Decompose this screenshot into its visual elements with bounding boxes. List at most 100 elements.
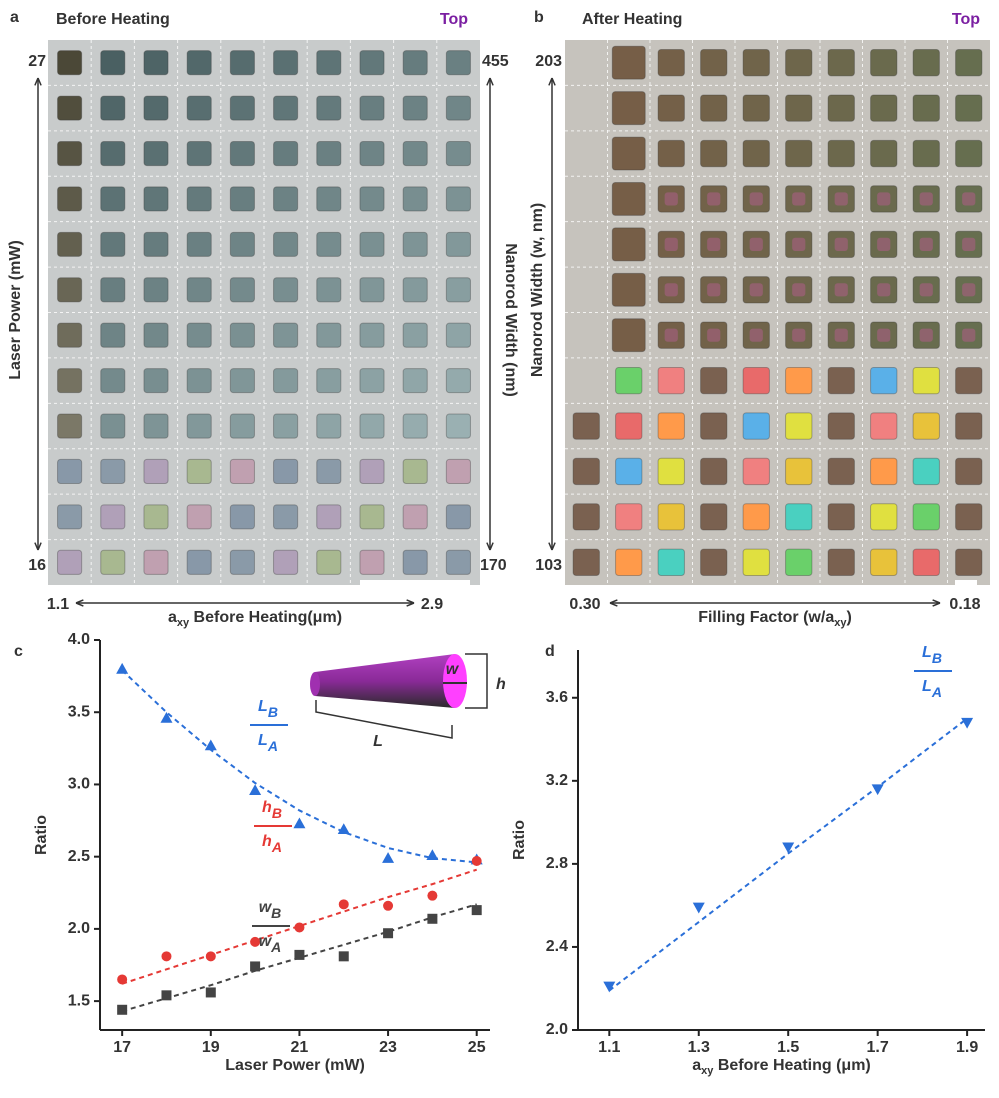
arrow-head: [486, 77, 494, 86]
nanorod-spot: [827, 412, 855, 440]
nanorod-spot: [912, 94, 940, 122]
arrow-head: [34, 77, 42, 86]
nanorod-core: [919, 328, 933, 342]
corner-label: Top: [440, 11, 468, 28]
nanorod-core: [834, 283, 848, 297]
data-point: [383, 928, 394, 939]
y-tick-label: 2.5: [68, 848, 90, 865]
arrow-head: [548, 542, 556, 551]
nanorod-spot: [742, 49, 770, 77]
nanorod-spot: [611, 45, 646, 80]
ratio-num-sub: B: [271, 905, 281, 921]
nanorod-spot: [57, 413, 83, 439]
L-bracket: [315, 700, 453, 739]
bottom-axis-label-rest: Before Heating(μm): [189, 609, 342, 626]
nanorod-spot: [57, 504, 83, 530]
ratio-label-den: hA: [262, 833, 282, 854]
ratio-label-num: LB: [922, 644, 942, 665]
nanorod-spot: [100, 95, 126, 121]
x-tick-label: 17: [113, 1039, 131, 1056]
nanorod-spot: [955, 49, 983, 77]
nanorod-spot: [955, 139, 983, 168]
nanorod-core: [749, 237, 763, 251]
data-point: [160, 712, 173, 723]
nanorod-spot: [445, 368, 471, 394]
nanorod-spot: [100, 322, 126, 348]
data-point: [338, 899, 349, 910]
nanorod-spot: [657, 366, 685, 395]
fit-line: [608, 717, 968, 992]
nanorod-spot: [359, 368, 385, 394]
y-tick-label: 2.0: [546, 1021, 568, 1038]
nanorod-spot: [229, 368, 255, 394]
nanorod-spot: [742, 412, 770, 440]
x-tick-label: 1.7: [867, 1039, 889, 1056]
data-point: [782, 842, 795, 854]
nanorod-spot: [611, 136, 646, 171]
nanorod-spot: [870, 548, 898, 576]
nanorod-spot: [657, 548, 685, 576]
nanorod-spot: [143, 322, 169, 348]
y-axis-label: Ratio: [33, 815, 50, 855]
nanorod-spot: [57, 277, 83, 303]
nanorod-core: [664, 237, 678, 251]
nanorod-spot: [955, 548, 983, 576]
x-tick-label: 1.1: [598, 1039, 620, 1056]
nanorod-core: [792, 192, 806, 206]
nanorod-spot: [445, 504, 471, 530]
nanorod-spot: [785, 548, 813, 576]
nanorod-spot: [445, 186, 471, 212]
data-point: [382, 852, 395, 863]
nanorod-spot: [700, 94, 728, 122]
nanorod-spot: [100, 140, 126, 167]
nanorod-spot: [186, 50, 212, 76]
arrow-head: [486, 542, 494, 551]
data-point: [426, 849, 439, 861]
nanorod-spot: [912, 49, 940, 77]
nanorod-spot: [611, 181, 646, 216]
nanorod-spot: [402, 504, 428, 530]
nanorod-spot: [316, 458, 342, 485]
nanorod-spot: [615, 366, 643, 395]
right-top: 455: [482, 53, 509, 70]
data-point: [961, 717, 974, 729]
ratio-den: h: [262, 833, 272, 850]
left-bottom: 103: [535, 557, 562, 574]
nanorod-spot: [273, 50, 299, 76]
nanorod-core: [962, 237, 976, 251]
nanorod-spot: [742, 457, 770, 486]
nanorod-spot: [273, 95, 299, 121]
nanorod-spot: [273, 231, 299, 257]
nanorod-spot: [402, 231, 428, 257]
x-tick-label: 25: [468, 1039, 486, 1056]
x-tick-label: 19: [202, 1039, 220, 1056]
data-point: [250, 936, 261, 947]
nanorod-core: [919, 237, 933, 251]
nanorod-spot: [359, 140, 385, 167]
y-tick-label: 3.2: [546, 772, 568, 789]
data-point: [427, 890, 438, 901]
fit-line: [121, 903, 477, 1013]
nanorod-spot: [100, 368, 126, 394]
nanorod-spot: [316, 549, 342, 575]
nanorod-spot: [785, 366, 813, 395]
bottom-axis-label: axy Before Heating(μm): [168, 609, 342, 629]
nanorod-spot: [143, 458, 169, 485]
nanorod-spot: [785, 457, 813, 486]
nanorod-spot: [100, 231, 126, 257]
nanorod-spot: [785, 412, 813, 440]
right-axis-label: Nanorod Width (nm): [502, 243, 519, 397]
nanorod-spot: [955, 94, 983, 122]
nanorod-spot: [785, 503, 813, 531]
nanorod-spot: [316, 186, 342, 212]
fit-line: [121, 669, 477, 864]
ratio-den-sub: A: [270, 939, 281, 955]
fit-line: [121, 868, 478, 985]
left-top: 203: [535, 53, 562, 70]
bottom-axis-label-sub: xy: [177, 617, 190, 629]
data-point: [471, 905, 482, 916]
nanorod-core: [962, 328, 976, 342]
nanorod-spot: [229, 458, 255, 485]
nanorod-spot: [186, 277, 212, 303]
data-point: [293, 817, 306, 829]
